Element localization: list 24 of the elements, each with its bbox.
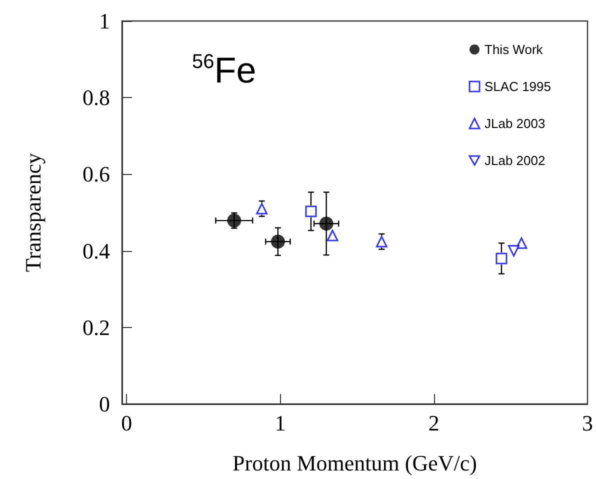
y-tick-label: 0 (99, 392, 110, 416)
point (319, 216, 334, 231)
point (376, 236, 388, 248)
y-tick-label: 0.6 (82, 162, 110, 187)
x-tick-label: 0 (121, 410, 132, 436)
x-axis-title: Proton Momentum (GeV/c) (232, 450, 477, 476)
y-tick-label: 0.8 (82, 85, 110, 110)
legend-label: This Work (484, 42, 544, 57)
y-tick-label: 0.2 (82, 314, 110, 340)
y-tick-label: 1 (99, 8, 110, 34)
point (256, 202, 268, 214)
y-axis-title: Transparency (20, 153, 46, 272)
legend-label: SLAC 1995 (484, 79, 552, 94)
x-tick-label: 3 (582, 410, 593, 436)
point (270, 234, 285, 249)
y-tick-label: 0.4 (82, 238, 110, 264)
point (508, 245, 520, 257)
point (305, 206, 317, 218)
x-tick-label: 1 (274, 410, 286, 436)
legend-label: JLab 2002 (484, 153, 546, 168)
x-tick-label: 2 (428, 410, 440, 436)
point (496, 252, 508, 264)
point (326, 230, 338, 242)
legend-label: JLab 2003 (484, 116, 546, 131)
